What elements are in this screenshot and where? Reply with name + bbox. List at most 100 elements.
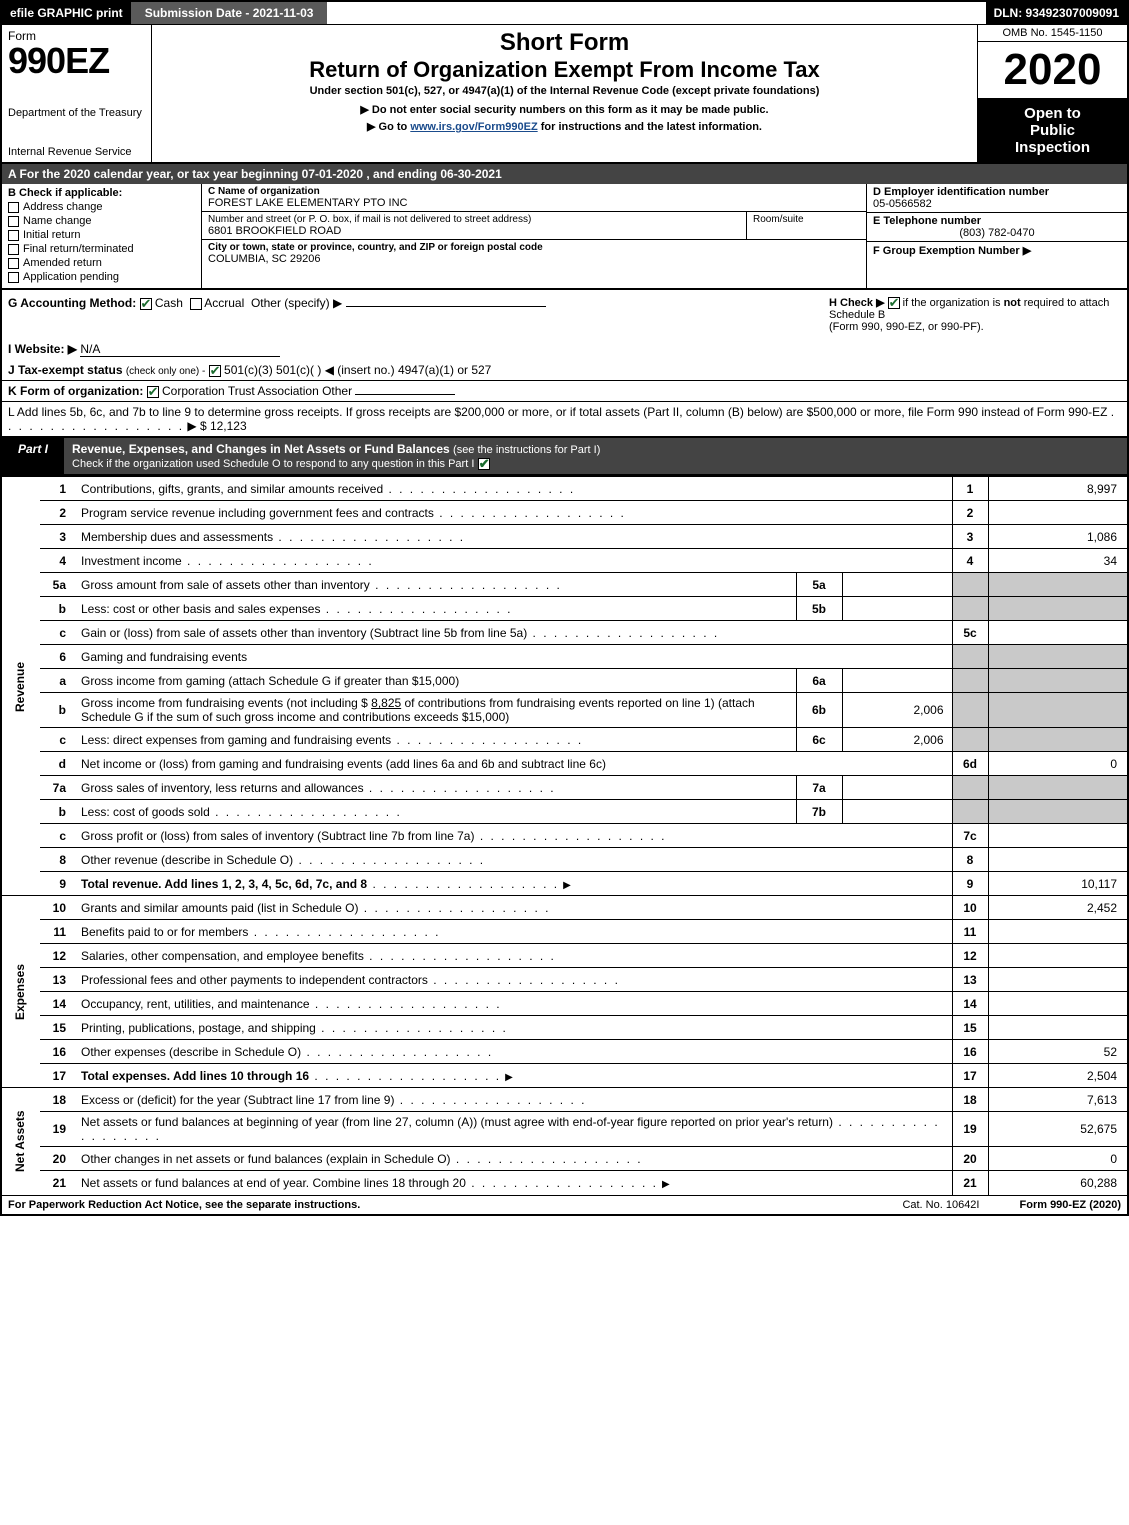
irs-label: Internal Revenue Service — [8, 146, 145, 158]
paperwork-notice: For Paperwork Reduction Act Notice, see … — [8, 1199, 360, 1211]
h-label: H Check ▶ — [829, 297, 885, 309]
efile-print-label[interactable]: efile GRAPHIC print — [2, 2, 131, 24]
chk-amended-return: Amended return — [8, 257, 195, 269]
part-1-table: Revenue 1 Contributions, gifts, grants, … — [0, 476, 1129, 1195]
header-right: OMB No. 1545-1150 2020 Open to Public In… — [977, 25, 1127, 162]
chk-name-change: Name change — [8, 215, 195, 227]
i-website-row: I Website: ▶ N/A — [0, 339, 1129, 360]
line-3: 3 Membership dues and assessments 3 1,08… — [1, 525, 1128, 549]
k-options: Corporation Trust Association Other — [162, 384, 352, 398]
line-8: 8 Other revenue (describe in Schedule O)… — [1, 848, 1128, 872]
i-label: I Website: ▶ — [8, 342, 77, 356]
line-20: 20 Other changes in net assets or fund b… — [1, 1147, 1128, 1171]
chk-address-change: Address change — [8, 201, 195, 213]
form-reference: Form 990-EZ (2020) — [1020, 1199, 1122, 1211]
line-5a: 5a Gross amount from sale of assets othe… — [1, 573, 1128, 597]
part-1-check-line: Check if the organization used Schedule … — [72, 458, 474, 470]
h-text1: if the organization is — [903, 297, 1004, 309]
line-21: 21 Net assets or fund balances at end of… — [1, 1171, 1128, 1195]
line-10: Expenses 10 Grants and similar amounts p… — [1, 896, 1128, 920]
header-left: Form 990EZ Department of the Treasury In… — [2, 25, 152, 162]
line-1-num: 1 — [40, 477, 76, 501]
other-specify-line — [346, 306, 546, 307]
h-schedule-b: H Check ▶ if the organization is not req… — [821, 296, 1121, 333]
street-row: Number and street (or P. O. box, if mail… — [202, 212, 866, 240]
city-cell: City or town, state or province, country… — [202, 240, 866, 267]
chk-schedule-o-used — [478, 458, 490, 470]
line-19: 19 Net assets or fund balances at beginn… — [1, 1112, 1128, 1147]
ein-label: D Employer identification number — [873, 186, 1121, 198]
submission-date: Submission Date - 2021-11-03 — [131, 2, 328, 24]
chk-cash — [140, 298, 152, 310]
city-label: City or town, state or province, country… — [208, 242, 860, 253]
chk-application-pending: Application pending — [8, 271, 195, 283]
line-6b: b Gross income from fundraising events (… — [1, 693, 1128, 728]
org-name-value: FOREST LAKE ELEMENTARY PTO INC — [208, 197, 860, 209]
line-13: 13 Professional fees and other payments … — [1, 968, 1128, 992]
j-small: (check only one) - — [126, 366, 205, 377]
phone-cell: E Telephone number (803) 782-0470 — [867, 213, 1127, 242]
box-c-block: C Name of organization FOREST LAKE ELEME… — [202, 184, 867, 288]
department-label: Department of the Treasury — [8, 107, 145, 119]
h-not: not — [1004, 297, 1021, 309]
ein-cell: D Employer identification number 05-0566… — [867, 184, 1127, 213]
line-15: 15 Printing, publications, postage, and … — [1, 1016, 1128, 1040]
k-form-of-org-row: K Form of organization: Corporation Trus… — [0, 380, 1129, 401]
g-label: G Accounting Method: — [8, 296, 136, 310]
h-text3: (Form 990, 990-EZ, or 990-PF). — [829, 321, 984, 333]
accrual-label: Accrual — [204, 296, 244, 310]
omb-number: OMB No. 1545-1150 — [978, 25, 1127, 42]
expenses-side-label: Expenses — [1, 896, 40, 1088]
cash-label: Cash — [155, 296, 183, 310]
city-value: COLUMBIA, SC 29206 — [208, 253, 860, 265]
line-2: 2 Program service revenue including gove… — [1, 501, 1128, 525]
ein-value: 05-0566582 — [873, 198, 1121, 210]
street-value: 6801 BROOKFIELD ROAD — [208, 225, 740, 237]
line-17: 17 Total expenses. Add lines 10 through … — [1, 1064, 1128, 1088]
line-5b: b Less: cost or other basis and sales ex… — [1, 597, 1128, 621]
open-label: Open to — [980, 105, 1125, 122]
short-form-title: Short Form — [160, 29, 969, 57]
group-exemption-cell: F Group Exemption Number ▶ — [867, 242, 1127, 259]
line-4: 4 Investment income 4 34 — [1, 549, 1128, 573]
j-tax-exempt-row: J Tax-exempt status (check only one) - 5… — [0, 360, 1129, 380]
l-gross-receipts-row: L Add lines 5b, 6c, and 7b to line 9 to … — [0, 401, 1129, 437]
line-1-amt: 8,997 — [988, 477, 1128, 501]
part-1-title: Revenue, Expenses, and Changes in Net As… — [64, 438, 1127, 474]
line-5c: c Gain or (loss) from sale of assets oth… — [1, 621, 1128, 645]
tax-period-bar: A For the 2020 calendar year, or tax yea… — [0, 164, 1129, 184]
box-b-label: B Check if applicable: — [8, 187, 195, 199]
catalog-number: Cat. No. 10642I — [902, 1199, 979, 1211]
form-number: 990EZ — [8, 43, 145, 79]
line-9: 9 Total revenue. Add lines 1, 2, 3, 4, 5… — [1, 872, 1128, 896]
line-18: Net Assets 18 Excess or (deficit) for th… — [1, 1088, 1128, 1112]
chk-final-return: Final return/terminated — [8, 243, 195, 255]
line-14: 14 Occupancy, rent, utilities, and maint… — [1, 992, 1128, 1016]
form-header: Form 990EZ Department of the Treasury In… — [0, 24, 1129, 164]
line-7b: b Less: cost of goods sold 7b — [1, 800, 1128, 824]
room-cell: Room/suite — [746, 212, 866, 239]
l-text: L Add lines 5b, 6c, and 7b to line 9 to … — [8, 405, 1107, 419]
j-label: J Tax-exempt status — [8, 363, 123, 377]
k-label: K Form of organization: — [8, 384, 143, 398]
chk-initial-return: Initial return — [8, 229, 195, 241]
g-accounting-method: G Accounting Method: Cash Accrual Other … — [8, 296, 821, 333]
g-h-row: G Accounting Method: Cash Accrual Other … — [0, 290, 1129, 339]
revenue-side-label: Revenue — [1, 477, 40, 896]
chk-schedule-b-not-required — [888, 297, 900, 309]
return-title: Return of Organization Exempt From Incom… — [160, 57, 969, 83]
chk-corporation — [147, 386, 159, 398]
line-7c: c Gross profit or (loss) from sales of i… — [1, 824, 1128, 848]
k-other-line — [355, 394, 455, 395]
phone-value: (803) 782-0470 — [873, 227, 1121, 239]
box-b-checkboxes: B Check if applicable: Address change Na… — [2, 184, 202, 288]
phone-label: E Telephone number — [873, 215, 1121, 227]
line-12: 12 Salaries, other compensation, and emp… — [1, 944, 1128, 968]
street-label: Number and street (or P. O. box, if mail… — [208, 214, 740, 225]
line-6: 6 Gaming and fundraising events — [1, 645, 1128, 669]
open-to-public-inspection: Open to Public Inspection — [978, 99, 1127, 162]
irs-link[interactable]: www.irs.gov/Form990EZ — [410, 121, 537, 133]
top-bar: efile GRAPHIC print Submission Date - 20… — [0, 0, 1129, 24]
goto-line: ▶ Go to www.irs.gov/Form990EZ for instru… — [160, 120, 969, 133]
part-1-subtitle: (see the instructions for Part I) — [453, 444, 600, 456]
